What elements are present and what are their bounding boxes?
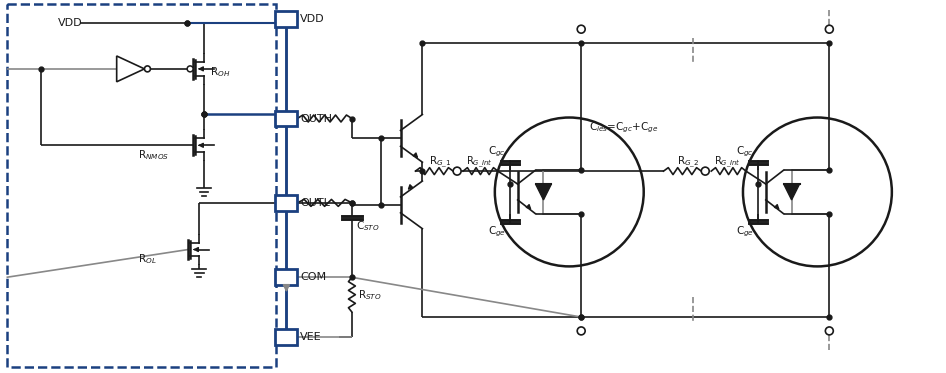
Circle shape	[453, 167, 461, 175]
Text: VEE: VEE	[300, 332, 322, 342]
Text: R$_{G\_1}$: R$_{G\_1}$	[429, 154, 452, 170]
Text: C$_{gc}$: C$_{gc}$	[736, 145, 754, 159]
Circle shape	[577, 25, 586, 33]
Circle shape	[187, 66, 193, 72]
Text: R$_{STO}$: R$_{STO}$	[358, 288, 381, 302]
Bar	[275, 195, 297, 211]
Text: R$_{NMOS}$: R$_{NMOS}$	[137, 148, 168, 162]
Text: R$_{G\_Int}$: R$_{G\_Int}$	[714, 154, 741, 170]
Text: R$_{G\_2}$: R$_{G\_2}$	[677, 154, 700, 170]
Circle shape	[145, 66, 150, 72]
Text: OUTL: OUTL	[300, 198, 330, 208]
Text: VDD: VDD	[300, 14, 324, 24]
Text: R$_{OH}$: R$_{OH}$	[210, 65, 230, 79]
Text: C$_{ies}$=C$_{gc}$+C$_{ge}$: C$_{ies}$=C$_{gc}$+C$_{ge}$	[589, 120, 658, 135]
Text: R$_{OL}$: R$_{OL}$	[137, 253, 156, 266]
Text: COM: COM	[300, 272, 326, 282]
Circle shape	[825, 25, 833, 33]
Circle shape	[577, 327, 586, 335]
Text: C$_{gc}$: C$_{gc}$	[488, 145, 506, 159]
Polygon shape	[783, 184, 799, 200]
Text: VDD: VDD	[58, 18, 82, 28]
Text: OUTH: OUTH	[300, 113, 332, 123]
Text: C$_{ge}$: C$_{ge}$	[736, 225, 754, 239]
Bar	[275, 329, 297, 345]
Text: R$_{G\_Int}$: R$_{G\_Int}$	[466, 154, 493, 170]
Bar	[275, 269, 297, 285]
Text: C$_{STO}$: C$_{STO}$	[356, 219, 379, 233]
Bar	[275, 11, 297, 27]
Polygon shape	[535, 184, 552, 200]
Bar	[7, 4, 276, 367]
Text: C$_{ge}$: C$_{ge}$	[488, 225, 506, 239]
Circle shape	[825, 327, 833, 335]
Circle shape	[701, 167, 710, 175]
Bar	[275, 110, 297, 126]
